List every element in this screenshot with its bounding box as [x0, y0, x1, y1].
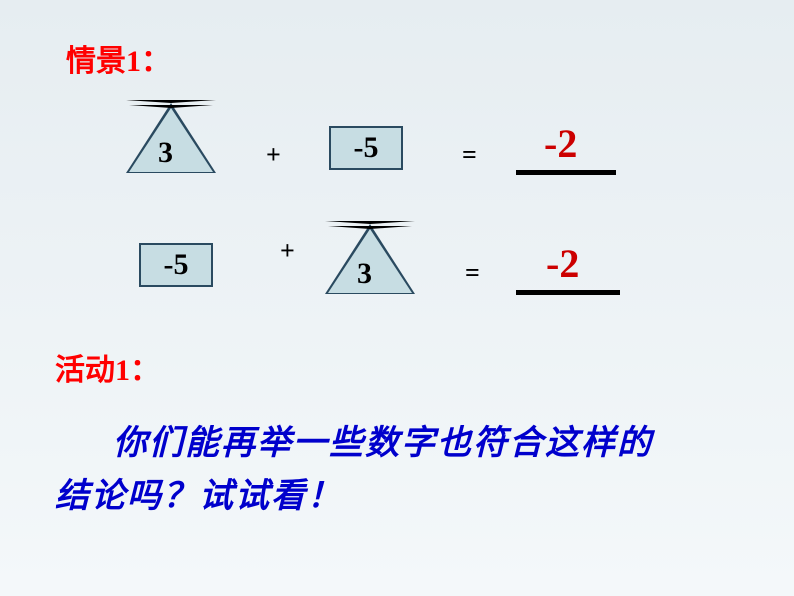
eq2-underline: [516, 290, 620, 295]
eq1-plus: +: [266, 140, 281, 170]
eq2-equals: =: [465, 258, 480, 288]
eq2-triangle-value: 3: [357, 257, 372, 291]
question-line2: 结论吗？试试看！: [55, 468, 343, 517]
eq1-equals: =: [462, 140, 477, 170]
eq2-rect-value: -5: [164, 248, 189, 282]
eq2-plus: +: [280, 236, 295, 266]
eq2-result: -2: [546, 240, 579, 287]
eq2-rect: -5: [139, 243, 213, 287]
eq1-triangle-value: 3: [158, 136, 173, 170]
activity-heading: 活动1：: [55, 345, 160, 389]
eq1-result: -2: [544, 120, 577, 167]
question-line1: 你们能再举一些数字也符合这样的: [113, 415, 653, 464]
eq1-underline: [516, 170, 616, 175]
scenario-heading: 情景1：: [66, 36, 171, 80]
eq1-rect-value: -5: [354, 131, 379, 165]
eq1-rect: -5: [329, 126, 403, 170]
